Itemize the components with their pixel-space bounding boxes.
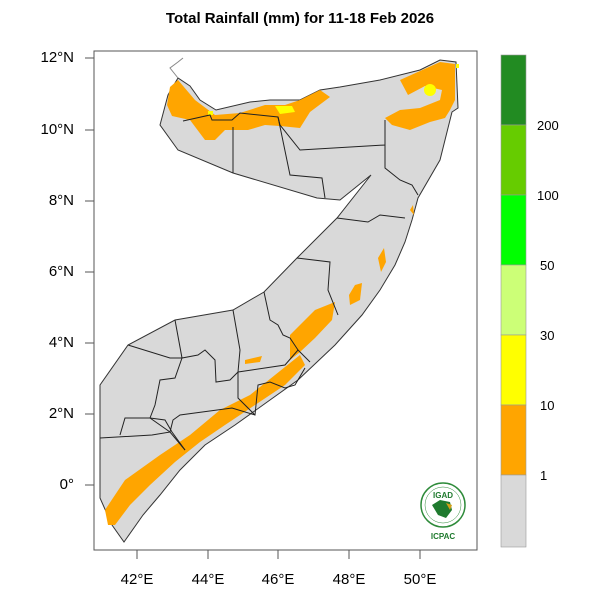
- logo-bottom-text: ICPAC: [430, 532, 456, 541]
- rainfall-1-10: [105, 62, 455, 525]
- colorbar-label: 200: [537, 118, 559, 133]
- colorbar-label: 100: [537, 188, 559, 203]
- colorbar: [500, 54, 527, 548]
- logo-top-text: IGAD: [433, 491, 453, 500]
- x-tick-label: 44°E: [191, 571, 225, 588]
- colorbar-label: 30: [540, 328, 555, 343]
- plot-frame: [93, 50, 478, 551]
- y-tick-label: 10°N: [40, 121, 74, 138]
- x-ticks: [136, 550, 421, 559]
- colorbar-label: 1: [540, 468, 548, 483]
- icpac-logo: [420, 482, 466, 528]
- y-tick-label: 6°N: [48, 263, 74, 280]
- border-stub: [169, 57, 184, 79]
- y-tick-label: 0°: [59, 476, 74, 493]
- admin-boundaries: [99, 112, 419, 451]
- colorbar-label: 50: [540, 258, 555, 273]
- land-mass: [99, 59, 459, 543]
- colorbar-label: 10: [540, 398, 555, 413]
- y-tick-label: 4°N: [48, 334, 74, 351]
- chart-title: Total Rainfall (mm) for 11-18 Feb 2026: [165, 10, 435, 27]
- x-tick-label: 48°E: [332, 571, 366, 588]
- x-tick-label: 46°E: [261, 571, 295, 588]
- y-tick-label: 8°N: [48, 192, 74, 209]
- rainfall-10-30: [208, 64, 459, 115]
- y-ticks: [85, 57, 94, 486]
- y-tick-label: 2°N: [48, 405, 74, 422]
- x-tick-label: 50°E: [403, 571, 437, 588]
- y-tick-label: 12°N: [40, 49, 74, 66]
- x-tick-label: 42°E: [120, 571, 154, 588]
